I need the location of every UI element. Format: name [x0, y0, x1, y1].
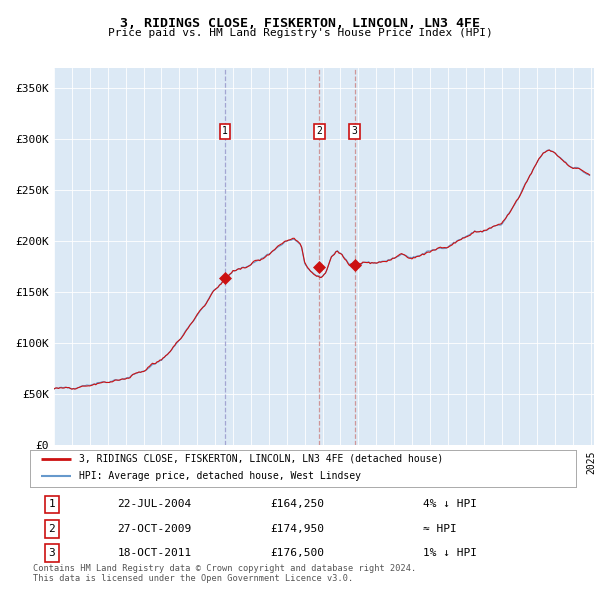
Text: 2: 2	[49, 524, 55, 533]
Text: This data is licensed under the Open Government Licence v3.0.: This data is licensed under the Open Gov…	[33, 573, 353, 582]
Text: HPI: Average price, detached house, West Lindsey: HPI: Average price, detached house, West…	[79, 471, 361, 481]
Text: 1% ↓ HPI: 1% ↓ HPI	[423, 548, 477, 558]
Text: 22-JUL-2004: 22-JUL-2004	[118, 500, 191, 510]
Text: 27-OCT-2009: 27-OCT-2009	[118, 524, 191, 533]
Text: 1: 1	[49, 500, 55, 510]
Text: 3, RIDINGS CLOSE, FISKERTON, LINCOLN, LN3 4FE (detached house): 3, RIDINGS CLOSE, FISKERTON, LINCOLN, LN…	[79, 454, 443, 464]
Text: 3, RIDINGS CLOSE, FISKERTON, LINCOLN, LN3 4FE: 3, RIDINGS CLOSE, FISKERTON, LINCOLN, LN…	[120, 17, 480, 30]
Text: 4% ↓ HPI: 4% ↓ HPI	[423, 500, 477, 510]
Text: 18-OCT-2011: 18-OCT-2011	[118, 548, 191, 558]
Text: Price paid vs. HM Land Registry's House Price Index (HPI): Price paid vs. HM Land Registry's House …	[107, 28, 493, 38]
Text: 1: 1	[222, 126, 228, 136]
Text: 3: 3	[352, 126, 358, 136]
Text: £174,950: £174,950	[270, 524, 324, 533]
Text: 3: 3	[49, 548, 55, 558]
Text: ≈ HPI: ≈ HPI	[423, 524, 457, 533]
Text: £176,500: £176,500	[270, 548, 324, 558]
Text: 2: 2	[316, 126, 322, 136]
Text: Contains HM Land Registry data © Crown copyright and database right 2024.: Contains HM Land Registry data © Crown c…	[33, 564, 416, 573]
Text: £164,250: £164,250	[270, 500, 324, 510]
